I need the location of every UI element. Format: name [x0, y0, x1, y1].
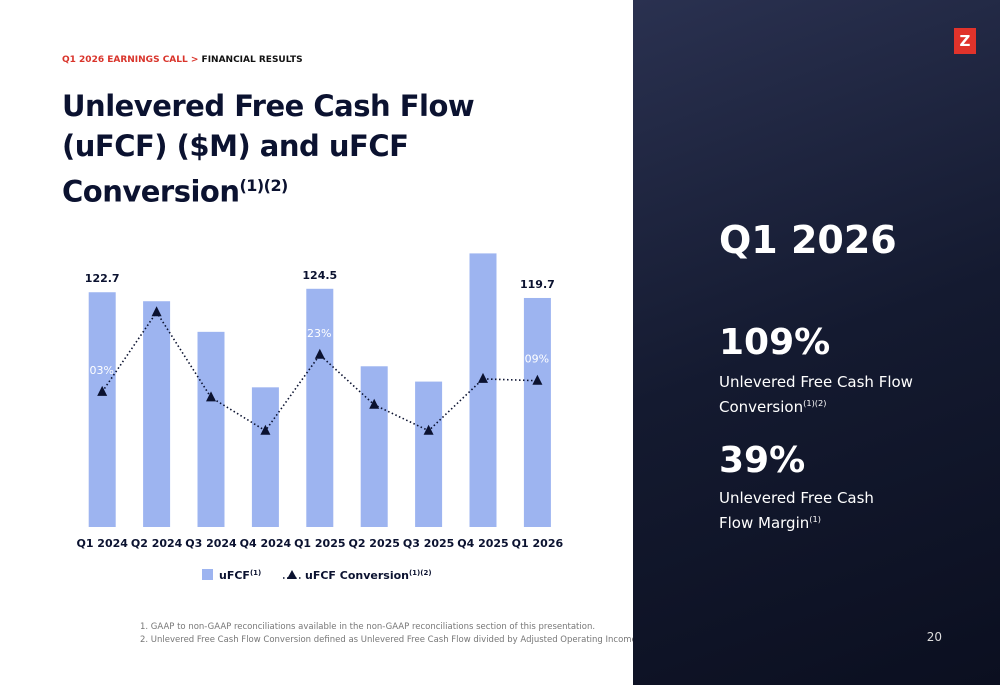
- x-tick-label: Q2 2024: [131, 537, 183, 550]
- logo: Z: [954, 28, 976, 54]
- x-tick-label: Q4 2024: [240, 537, 292, 550]
- chart: Q1 2024 Q2 2024 Q3 2024 Q4 2024 Q1 2025 Q2 20…: [76, 253, 564, 582]
- stat-label: Unlevered Free Cash Flow Margin(1): [719, 488, 889, 534]
- line-marker: [369, 398, 380, 409]
- breadcrumb-section: Q1 2026 EARNINGS CALL >: [62, 55, 199, 65]
- stat-label-text: Unlevered Free Cash Flow Margin: [719, 489, 874, 532]
- bar-value-label: 119.7: [520, 278, 555, 291]
- legend-swatch: [287, 570, 297, 579]
- bar: [197, 331, 225, 527]
- stat-note: (1)(2): [803, 398, 827, 408]
- period: Q1 2026: [719, 218, 897, 262]
- footnotes: 1. GAAP to non-GAAP reconciliations avai…: [140, 621, 639, 647]
- page-number: 20: [926, 630, 942, 644]
- x-tick-label: Q1 2025: [294, 537, 345, 550]
- bar: [306, 288, 334, 527]
- bar: [469, 253, 497, 528]
- breadcrumb: Q1 2026 EARNINGS CALL > FINANCIAL RESULT…: [62, 55, 303, 65]
- side-panel: Z Q1 2026 109% Unlevered Free Cash Flow …: [633, 0, 1000, 685]
- title-text: Unlevered Free Cash Flow (uFCF) ($M) and…: [62, 89, 475, 209]
- x-tick-label: Q4 2025: [457, 537, 508, 550]
- x-tick-label: Q1 2026: [512, 537, 564, 550]
- breadcrumb-page: FINANCIAL RESULTS: [201, 55, 303, 65]
- line-marker: [478, 372, 488, 383]
- x-tick-label: Q3 2024: [185, 537, 237, 550]
- stat-label-text: Unlevered Free Cash Flow Conversion: [719, 373, 913, 416]
- legend-note: (1)(2): [409, 569, 432, 577]
- stat-note: (1): [809, 514, 821, 524]
- legend-name: uFCF Conversion: [305, 569, 409, 582]
- bar: [88, 292, 116, 527]
- footnote: 1. GAAP to non-GAAP reconciliations avai…: [140, 622, 596, 632]
- title-note: (1)(2): [239, 176, 289, 195]
- bar-value-label: 122.7: [85, 272, 120, 285]
- legend-swatch: [202, 569, 213, 580]
- stat-value: 39%: [719, 440, 806, 481]
- bar: [143, 301, 171, 527]
- legend-note: (1): [250, 569, 261, 577]
- bar: [360, 366, 388, 527]
- line-marker: [151, 306, 162, 317]
- line-value-label: 123%: [300, 327, 331, 340]
- legend-label: uFCF Conversion(1)(2): [305, 569, 432, 582]
- stat-label: Unlevered Free Cash Flow Conversion(1)(2…: [719, 372, 919, 418]
- bar: [523, 297, 551, 527]
- bar-value-label: 124.5: [302, 269, 337, 282]
- x-tick-label: Q2 2025: [348, 537, 399, 550]
- footnote: 2. Unlevered Free Cash Flow Conversion d…: [140, 635, 640, 645]
- line-marker: [423, 424, 434, 435]
- bar: [251, 387, 279, 527]
- line-marker: [97, 385, 108, 396]
- x-tick-label: Q1 2024: [76, 537, 128, 550]
- line-marker: [260, 424, 271, 435]
- bar: [415, 381, 443, 527]
- stat-value: 109%: [719, 322, 831, 363]
- slide-title: Unlevered Free Cash Flow (uFCF) ($M) and…: [62, 86, 562, 212]
- legend-label: uFCF(1): [219, 569, 261, 582]
- line-marker: [532, 374, 543, 385]
- x-tick-label: Q3 2025: [403, 537, 454, 550]
- line-value-label: 109%: [518, 353, 549, 366]
- legend-name: uFCF: [219, 569, 250, 582]
- line-marker: [314, 348, 325, 359]
- line-marker: [206, 391, 216, 402]
- line-value-label: 103%: [82, 364, 113, 377]
